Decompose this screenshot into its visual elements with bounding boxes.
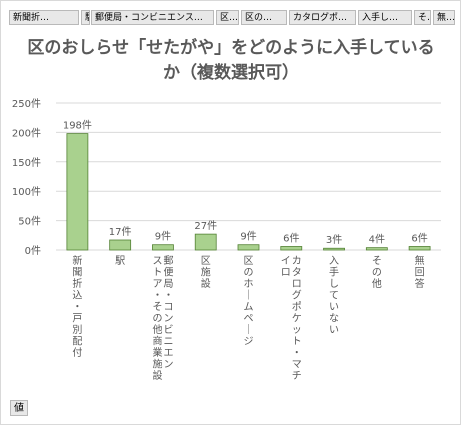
data-label: 6件 [411, 232, 427, 244]
bar [365, 247, 388, 251]
category-label-line: 郵便局・コンビニエン [163, 255, 173, 371]
category-label: 区のホ｜ムペ｜ジ [244, 255, 254, 348]
data-label: 3件 [326, 234, 342, 246]
bar [66, 133, 89, 251]
category-label-line: 区のホ｜ムペ｜ジ [244, 255, 254, 348]
field-button-row: 新聞折…駅郵便局・コンビニエンスト…区…区の…カタログポ…入手し…そ…無… [9, 10, 455, 27]
bar [408, 246, 431, 251]
data-label: 6件 [283, 232, 299, 244]
data-label: 198件 [63, 120, 92, 132]
category-label: 無回答 [415, 254, 425, 290]
field-button-eki[interactable]: 駅 [81, 10, 90, 25]
category-label-line: イロ [281, 256, 291, 279]
data-label: 27件 [194, 220, 217, 232]
category-label-line: カタログポケット・マチ [292, 255, 302, 382]
chart-title: 区のおしらせ「せたがや」をどのように入手しているか（複数選択可） [27, 38, 435, 83]
category-label: その他 [372, 255, 382, 290]
y-tick-label: 150件 [12, 157, 41, 169]
values-field-button[interactable]: 値 [10, 400, 28, 416]
category-label: 区施設 [201, 255, 211, 290]
y-tick-label: 250件 [12, 98, 41, 110]
category-label: 新聞折込・戸別配付 [72, 254, 82, 359]
bar [109, 239, 132, 251]
y-tick-label: 200件 [12, 127, 41, 139]
field-button-catalog[interactable]: カタログポ… [289, 10, 356, 25]
y-tick-label: 0件 [25, 245, 41, 257]
category-label-line: 区施設 [201, 255, 211, 290]
field-button-kushisetsu[interactable]: 区… [216, 10, 239, 25]
data-label: 9件 [155, 231, 171, 243]
bar [237, 244, 260, 251]
field-button-mukaito[interactable]: 無… [433, 10, 455, 25]
category-label-line: 無回答 [415, 254, 425, 290]
category-label-line: 新聞折込・戸別配付 [72, 254, 82, 359]
y-tick-label: 100件 [12, 186, 41, 198]
category-label-line: その他 [372, 255, 382, 290]
field-button-homepage[interactable]: 区の… [241, 10, 287, 25]
data-label: 17件 [109, 226, 132, 238]
field-button-nyushu[interactable]: 入手し… [358, 10, 412, 25]
category-label-line: 駅 [115, 255, 125, 267]
category-label-line: 入手していない [329, 256, 339, 336]
category-label-line: ストア・その他商業施設 [152, 256, 162, 382]
data-label: 9件 [240, 231, 256, 243]
field-button-sonota[interactable]: そ… [414, 10, 431, 25]
y-tick-label: 50件 [18, 216, 41, 228]
bar [194, 233, 217, 251]
field-button-yubinkyoku[interactable]: 郵便局・コンビニエンスト… [91, 10, 214, 25]
bar [280, 246, 303, 251]
field-button-shimbun[interactable]: 新聞折… [9, 10, 79, 25]
bar [152, 244, 174, 251]
bar [323, 247, 345, 251]
category-label: 入手していない [329, 256, 339, 336]
data-label: 4件 [369, 234, 385, 246]
category-label: 駅 [115, 255, 125, 267]
